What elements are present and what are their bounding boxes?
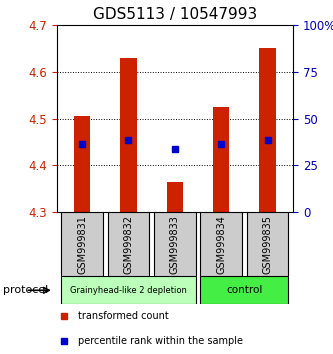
Bar [259,48,276,212]
Bar [200,276,288,304]
Text: GSM999834: GSM999834 [216,215,226,274]
Bar [108,212,149,276]
Text: percentile rank within the sample: percentile rank within the sample [78,336,243,346]
Text: control: control [226,285,262,295]
Bar [167,182,183,212]
Text: GSM999832: GSM999832 [124,215,134,274]
Bar [200,212,242,276]
Text: GSM999831: GSM999831 [77,215,87,274]
Bar [61,276,196,304]
Text: transformed count: transformed count [78,311,168,321]
Bar [247,212,288,276]
Text: Grainyhead-like 2 depletion: Grainyhead-like 2 depletion [70,286,187,295]
Text: GSM999833: GSM999833 [170,215,180,274]
Text: protocol: protocol [3,285,49,295]
Bar [74,116,90,212]
Title: GDS5113 / 10547993: GDS5113 / 10547993 [93,7,257,22]
Text: GSM999835: GSM999835 [262,215,272,274]
Bar [61,212,103,276]
Bar [213,107,229,212]
Bar [154,212,196,276]
Bar [120,58,137,212]
